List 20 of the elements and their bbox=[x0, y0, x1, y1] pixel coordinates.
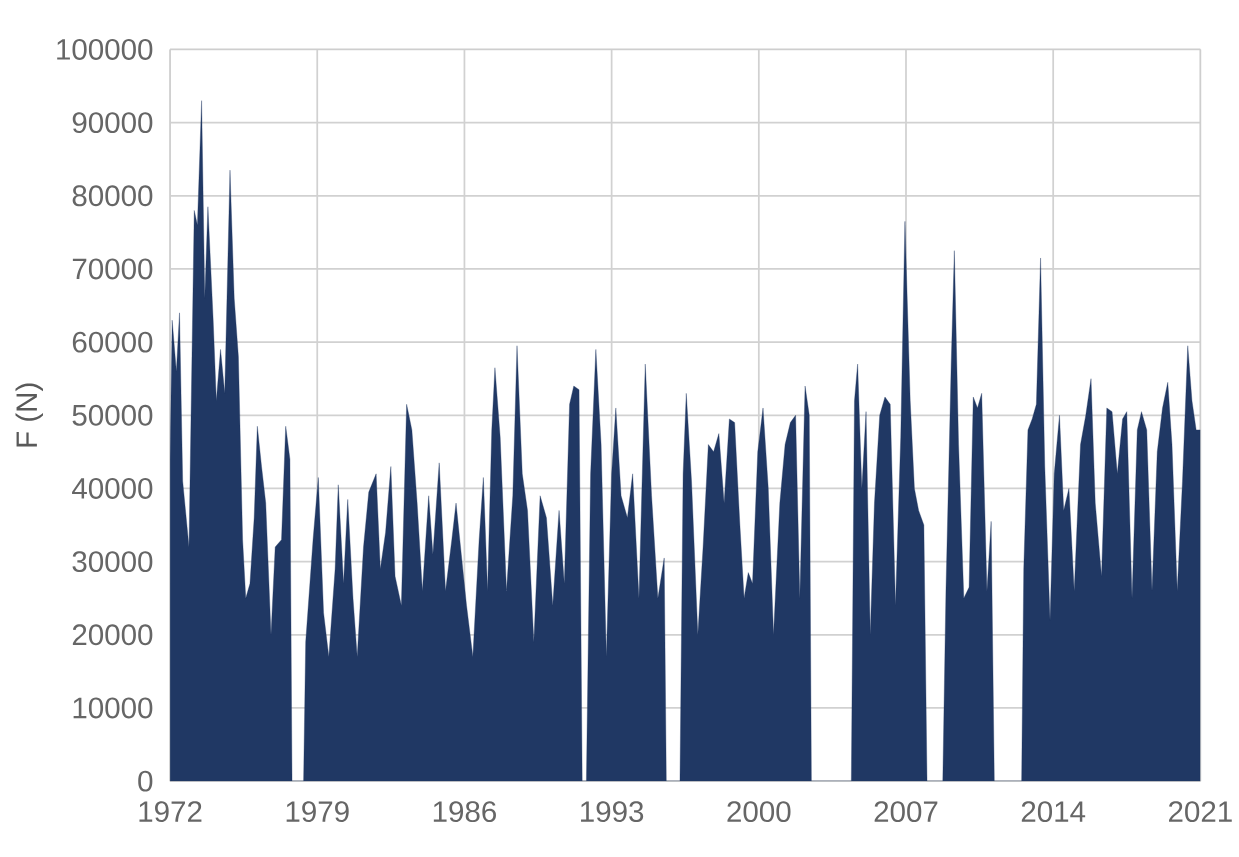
y-tick-label: 70000 bbox=[72, 258, 153, 280]
y-tick-label: 10000 bbox=[73, 697, 153, 719]
x-tick-label: 2000 bbox=[727, 801, 791, 822]
y-tick-label: 60000 bbox=[72, 331, 153, 353]
x-tick-label: 1993 bbox=[581, 801, 644, 822]
y-tick-label: 40000 bbox=[72, 477, 153, 499]
x-tick-label: 1986 bbox=[433, 801, 496, 822]
y-tick-label: 80000 bbox=[72, 185, 153, 207]
y-tick-label: 90000 bbox=[72, 112, 153, 133]
y-tick-label: 50000 bbox=[72, 404, 153, 426]
y-tick-label: 30000 bbox=[72, 551, 153, 572]
x-tick-label: 2021 bbox=[1169, 801, 1232, 822]
y-tick-label: 20000 bbox=[72, 624, 153, 646]
y-tick-label: 100000 bbox=[57, 38, 153, 60]
x-tick-label: 2014 bbox=[1021, 801, 1086, 822]
y-axis-title: F (N) bbox=[15, 383, 43, 447]
y-tick-label: 0 bbox=[138, 770, 153, 792]
x-tick-label: 2007 bbox=[874, 801, 938, 822]
x-tick-label: 1979 bbox=[286, 801, 349, 822]
x-tick-label: 1972 bbox=[139, 801, 202, 822]
